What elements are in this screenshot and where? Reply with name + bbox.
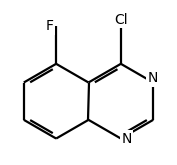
Text: N: N: [121, 132, 132, 146]
Text: N: N: [148, 71, 158, 85]
Text: F: F: [45, 19, 53, 33]
Text: Cl: Cl: [114, 13, 128, 27]
